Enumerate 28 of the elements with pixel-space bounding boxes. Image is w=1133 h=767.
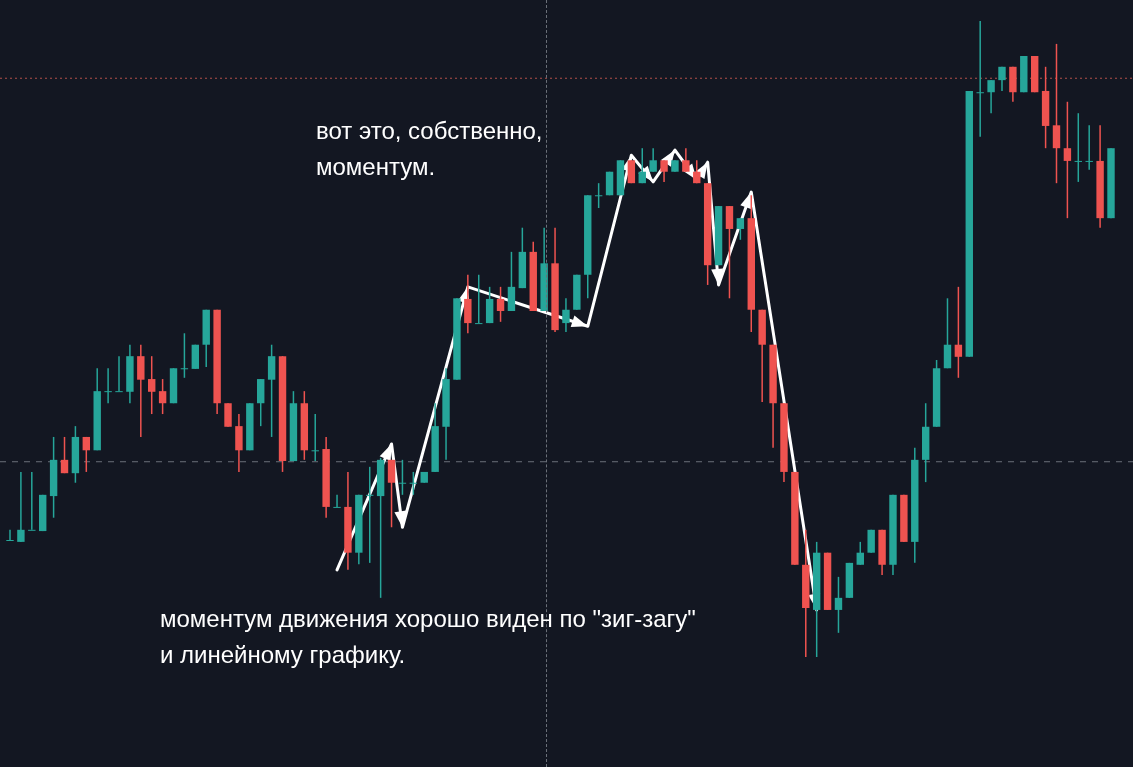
candlestick (17, 471, 25, 543)
candlestick (976, 20, 984, 138)
candlestick (366, 466, 374, 564)
candlestick (1063, 101, 1072, 219)
candlestick (115, 355, 123, 393)
candlestick (267, 343, 276, 438)
candlestick (180, 332, 189, 379)
candlestick (82, 436, 91, 473)
candlestick (987, 79, 995, 114)
candlestick (104, 367, 112, 404)
candlestick (1052, 43, 1061, 184)
candlestick (28, 471, 36, 531)
candlestick (224, 402, 232, 428)
candlestick (834, 576, 843, 634)
candlestick (954, 286, 963, 379)
candlestick (137, 343, 145, 438)
candlestick (1085, 124, 1093, 171)
candlestick (998, 66, 1006, 92)
candlestick (943, 297, 952, 370)
candlestick (148, 355, 156, 415)
candlestick (311, 413, 319, 462)
candlestick (1074, 112, 1082, 183)
candlestick (6, 529, 14, 541)
candlestick (856, 541, 864, 566)
candlestick (60, 436, 69, 474)
annotation: моментум движения хорошо виден по "зиг-загу" и линейному графику. (160, 604, 696, 670)
candlestick (158, 378, 167, 415)
candlestick (333, 494, 341, 508)
